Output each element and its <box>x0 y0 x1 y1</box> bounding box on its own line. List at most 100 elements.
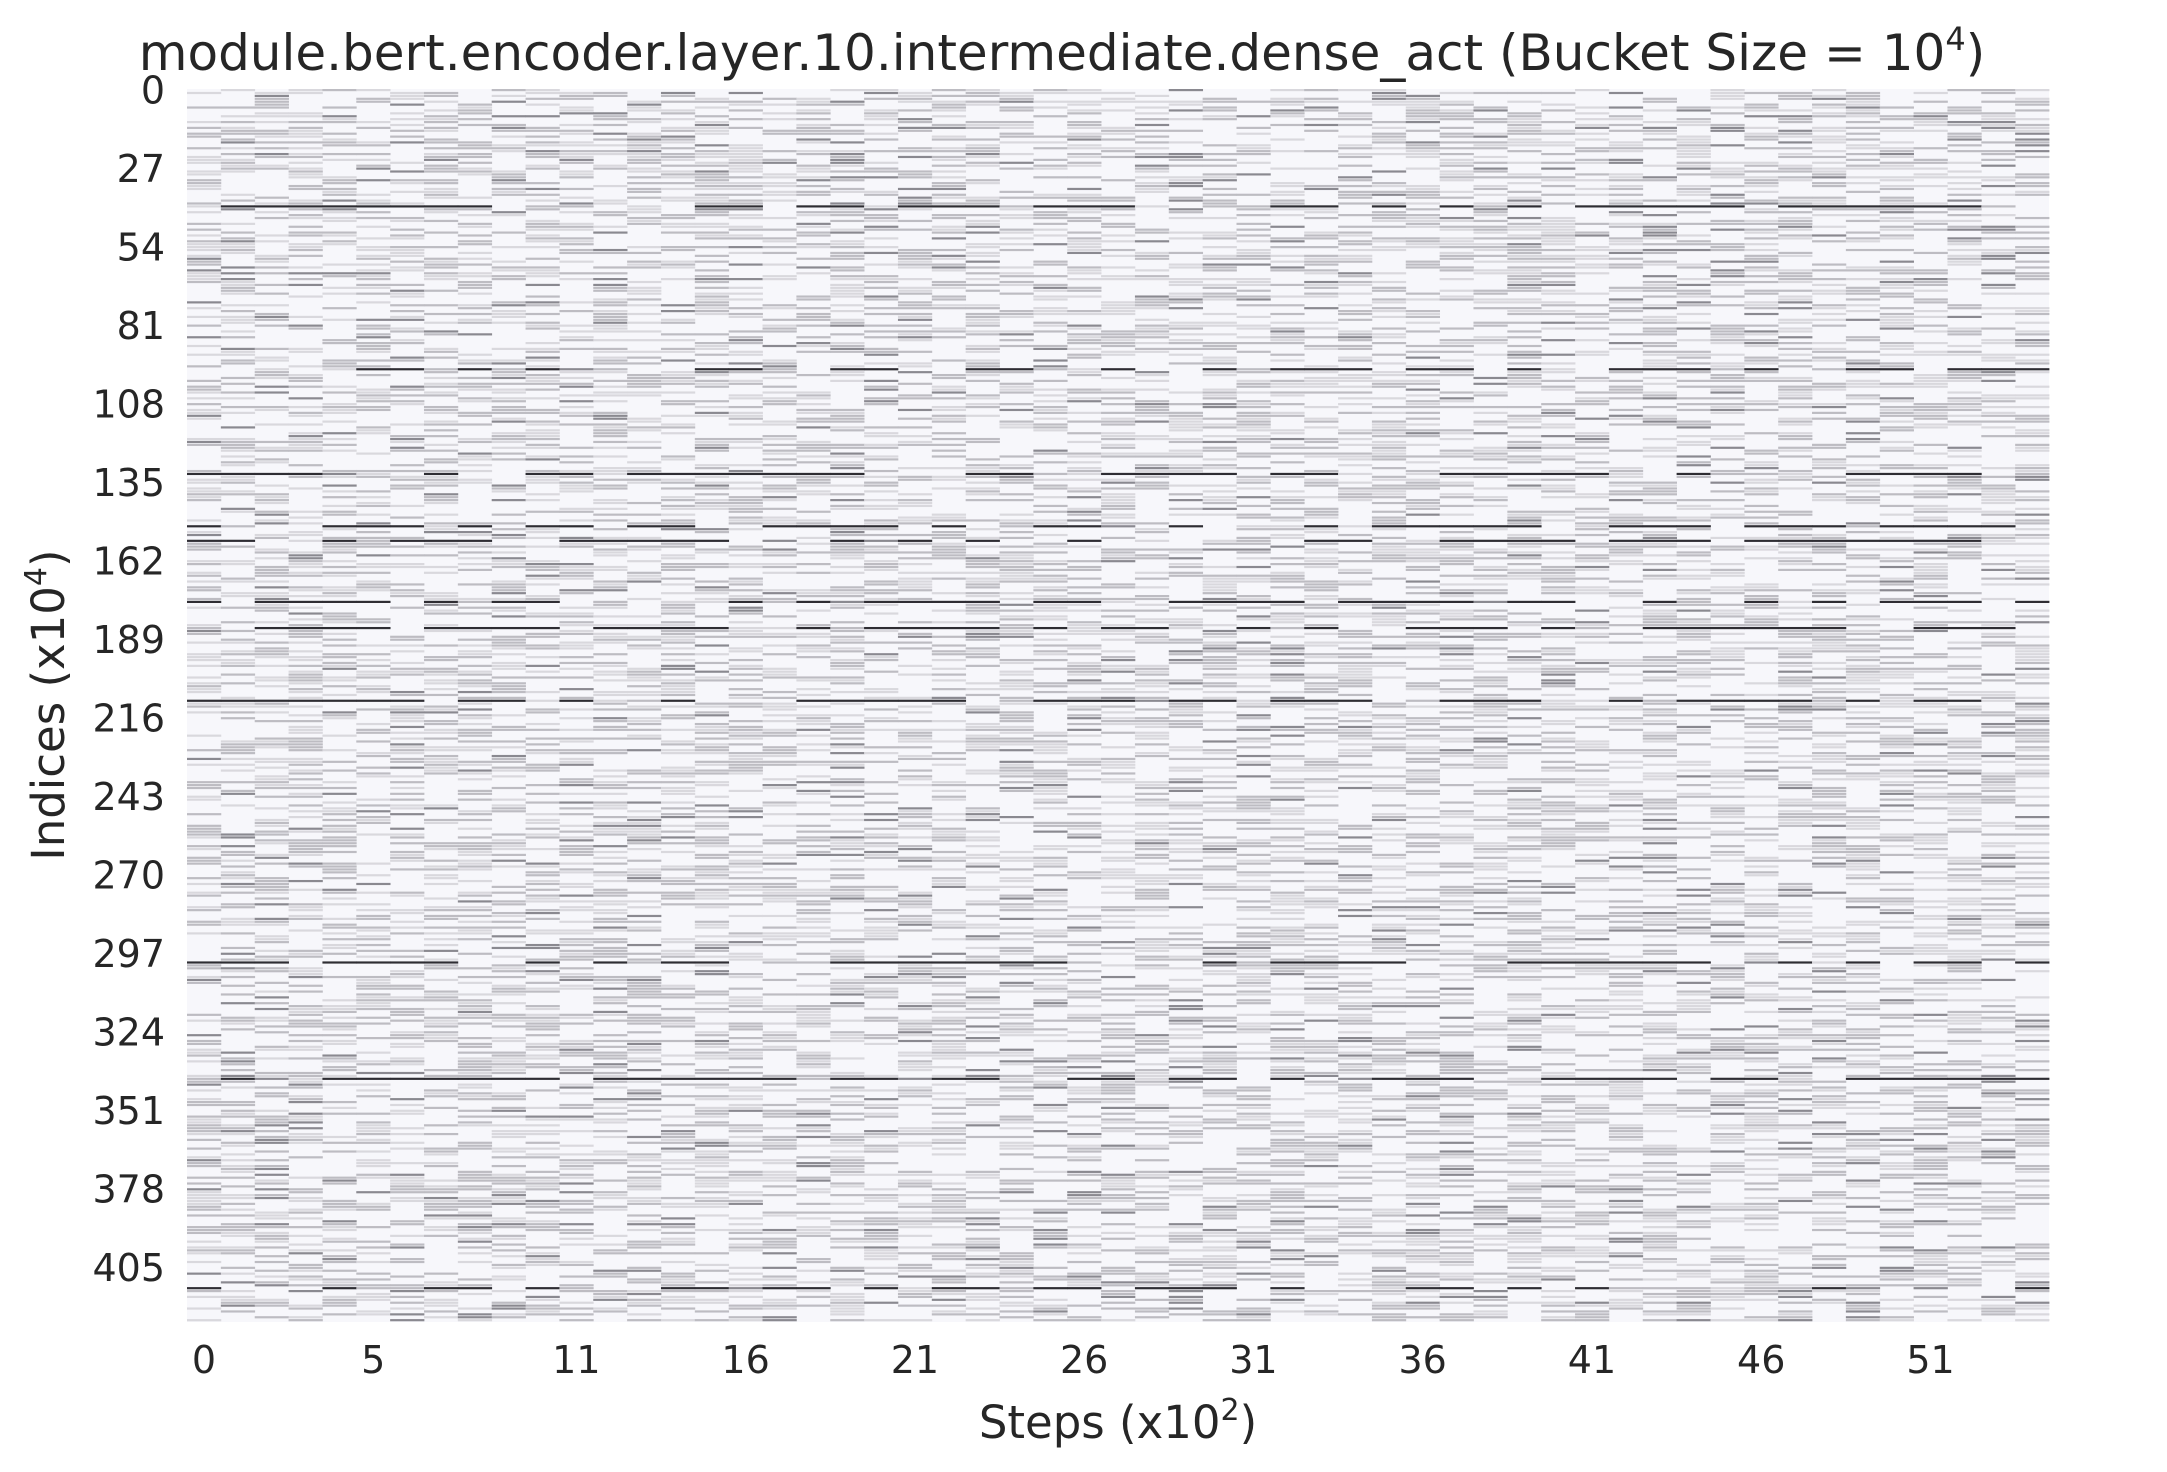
heatmap-cell <box>390 705 425 708</box>
heatmap-cell <box>187 228 222 231</box>
heatmap-cell <box>220 545 256 548</box>
heatmap-cell <box>356 1162 391 1165</box>
heatmap-cell <box>627 260 662 263</box>
heatmap-cell <box>627 1292 662 1296</box>
heatmap-cell <box>525 481 560 484</box>
heatmap-cell <box>931 1281 967 1284</box>
heatmap-cell <box>999 371 1034 374</box>
heatmap-cell <box>931 336 967 339</box>
heatmap-cell <box>457 1211 493 1214</box>
heatmap-cell <box>627 1243 662 1246</box>
heatmap-cell <box>593 1071 628 1075</box>
heatmap-cell <box>931 449 967 452</box>
heatmap-cell <box>627 1298 662 1301</box>
heatmap-cell <box>390 1185 425 1188</box>
heatmap-cell <box>525 635 560 638</box>
heatmap-cell <box>457 170 493 173</box>
heatmap-cell <box>965 1298 1000 1301</box>
heatmap-cell <box>593 955 628 958</box>
heatmap-cell <box>593 781 628 784</box>
heatmap-cell <box>423 958 459 961</box>
heatmap-cell <box>390 1199 425 1203</box>
heatmap-cell <box>288 1234 323 1237</box>
heatmap-cell <box>694 705 730 708</box>
heatmap-cell <box>525 943 560 947</box>
heatmap-cell <box>762 1243 797 1246</box>
heatmap-cell <box>390 1077 425 1080</box>
heatmap-cell <box>897 1127 933 1130</box>
heatmap-cell <box>491 1098 526 1101</box>
heatmap-cell <box>254 766 289 769</box>
heatmap-cell <box>457 333 493 336</box>
heatmap-cell <box>830 818 865 822</box>
heatmap-cell <box>796 656 831 659</box>
heatmap-cell <box>390 737 425 740</box>
heatmap-cell <box>864 760 899 763</box>
heatmap-cell <box>288 89 323 92</box>
heatmap-cell <box>457 938 493 941</box>
heatmap-cell <box>627 879 662 883</box>
heatmap-cell <box>864 955 899 958</box>
heatmap-cell <box>423 493 459 496</box>
heatmap-cell <box>322 667 357 670</box>
heatmap-cell <box>322 403 357 406</box>
heatmap-cell <box>356 359 391 362</box>
heatmap-cell <box>288 656 323 659</box>
heatmap-cell <box>220 1170 256 1173</box>
heatmap-cell <box>694 193 730 196</box>
heatmap-cell <box>931 877 967 880</box>
heatmap-cell <box>525 469 560 473</box>
heatmap-cell <box>220 446 256 449</box>
heatmap-cell <box>931 385 967 388</box>
heatmap-cell <box>728 545 763 548</box>
heatmap-cell <box>897 1223 933 1226</box>
heatmap-cell <box>796 839 831 842</box>
heatmap-cell <box>864 400 899 403</box>
heatmap-cell <box>220 1080 256 1083</box>
heatmap-cell <box>559 347 594 350</box>
heatmap-cell <box>897 647 933 650</box>
heatmap-cell <box>728 673 763 676</box>
heatmap-cell <box>254 91 289 95</box>
heatmap-cell <box>864 699 899 702</box>
heatmap-cell <box>491 975 526 979</box>
heatmap-cell <box>390 170 425 173</box>
heatmap-cell <box>728 731 763 734</box>
heatmap-cell <box>660 321 696 324</box>
heatmap-cell <box>796 705 831 708</box>
heatmap-cell <box>254 312 289 316</box>
heatmap-cell <box>491 1226 526 1229</box>
heatmap-cell <box>694 629 730 633</box>
heatmap-cell <box>423 1025 459 1028</box>
heatmap-cell <box>965 536 1000 540</box>
heatmap-cell <box>728 1042 763 1046</box>
heatmap-cell <box>423 909 459 912</box>
heatmap-cell <box>220 278 256 281</box>
heatmap-cell <box>423 257 459 260</box>
heatmap-cell <box>999 682 1034 685</box>
heatmap-cell <box>356 1159 391 1162</box>
heatmap-cell <box>491 853 526 856</box>
heatmap-cell <box>457 545 493 548</box>
heatmap-cell <box>491 682 526 685</box>
heatmap-cell <box>187 923 222 926</box>
heatmap-cell <box>559 978 594 982</box>
heatmap-cell <box>491 411 526 414</box>
heatmap-cell <box>999 1074 1034 1077</box>
heatmap-cell <box>965 289 1000 292</box>
heatmap-cell <box>931 1255 967 1258</box>
heatmap-cell <box>220 682 256 685</box>
heatmap-cell <box>423 1272 459 1275</box>
heatmap-cell <box>187 493 222 496</box>
heatmap-cell <box>288 1019 323 1022</box>
heatmap-cell <box>423 769 459 772</box>
heatmap-cell <box>288 1086 323 1089</box>
heatmap-cell <box>864 118 899 121</box>
heatmap-cell <box>864 504 899 508</box>
heatmap-cell <box>525 164 560 167</box>
heatmap-cell <box>999 938 1034 941</box>
heatmap-cell <box>457 772 493 775</box>
heatmap-cell <box>390 661 425 665</box>
heatmap-cell <box>593 624 628 627</box>
heatmap-cell <box>796 743 831 746</box>
